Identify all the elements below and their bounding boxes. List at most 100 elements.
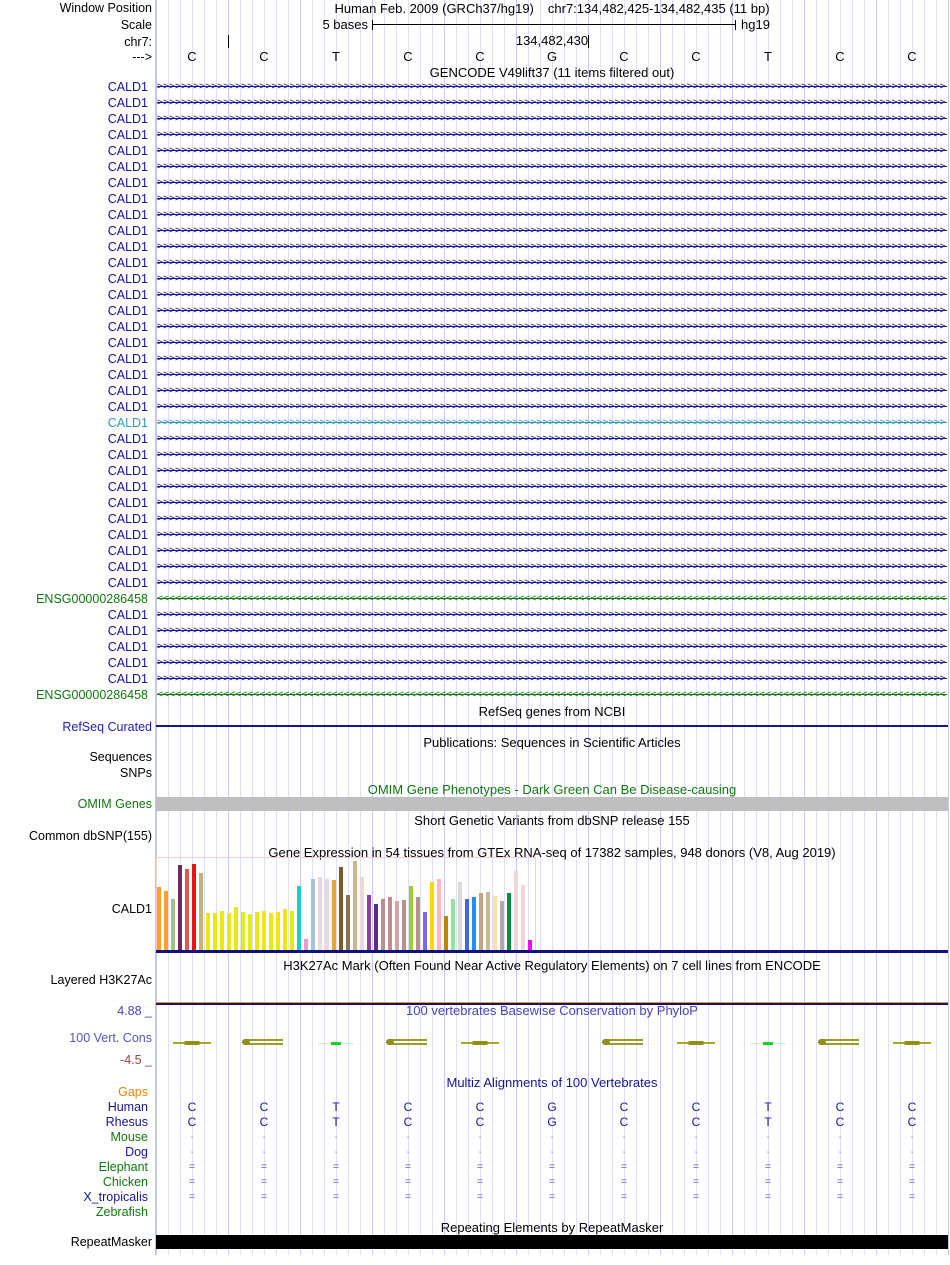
gene-strand-arrows[interactable]: >>>>>>>>>>>>>>>>>>>>>>>>>>>>>>>>>>>>>>>>… <box>157 623 947 639</box>
gene-strand-arrows[interactable]: >>>>>>>>>>>>>>>>>>>>>>>>>>>>>>>>>>>>>>>>… <box>157 415 947 431</box>
gene-strand-arrows[interactable]: >>>>>>>>>>>>>>>>>>>>>>>>>>>>>>>>>>>>>>>>… <box>157 463 947 479</box>
gene-strand-arrows[interactable]: >>>>>>>>>>>>>>>>>>>>>>>>>>>>>>>>>>>>>>>>… <box>157 207 947 223</box>
gene-strand-arrows[interactable]: >>>>>>>>>>>>>>>>>>>>>>>>>>>>>>>>>>>>>>>>… <box>157 399 947 415</box>
gene-row[interactable]: CALD1 >>>>>>>>>>>>>>>>>>>>>>>>>>>>>>>>>>>… <box>0 95 950 111</box>
gtex-tissue-bar[interactable] <box>325 879 329 950</box>
gene-row[interactable]: CALD1 >>>>>>>>>>>>>>>>>>>>>>>>>>>>>>>>>>>… <box>0 511 950 527</box>
gtex-tissue-bar[interactable] <box>423 912 427 950</box>
gene-row[interactable]: CALD1 >>>>>>>>>>>>>>>>>>>>>>>>>>>>>>>>>>>… <box>0 543 950 559</box>
gene-strand-arrows[interactable]: >>>>>>>>>>>>>>>>>>>>>>>>>>>>>>>>>>>>>>>>… <box>157 335 947 351</box>
gtex-tissue-bar[interactable] <box>360 877 364 950</box>
gtex-tissue-bar[interactable] <box>206 913 210 950</box>
gtex-tissue-bar[interactable] <box>255 912 259 950</box>
gene-row[interactable]: CALD1 >>>>>>>>>>>>>>>>>>>>>>>>>>>>>>>>>>>… <box>0 351 950 367</box>
gene-strand-arrows[interactable]: >>>>>>>>>>>>>>>>>>>>>>>>>>>>>>>>>>>>>>>>… <box>157 175 947 191</box>
gene-strand-arrows[interactable]: <<<<<<<<<<<<<<<<<<<<<<<<<<<<<<<<<<<<<<<<… <box>157 591 947 607</box>
multiz-row-x_tropicalis[interactable]: X_tropicalis = = = = = = = = = = = <box>0 1190 950 1205</box>
gtex-tissue-bar[interactable] <box>248 914 252 950</box>
gtex-tissue-bar[interactable] <box>332 880 336 950</box>
gene-strand-arrows[interactable]: >>>>>>>>>>>>>>>>>>>>>>>>>>>>>>>>>>>>>>>>… <box>157 239 947 255</box>
gtex-plot-area[interactable] <box>156 857 536 950</box>
gtex-tissue-bar[interactable] <box>346 895 350 950</box>
gtex-tissue-bar[interactable] <box>381 899 385 950</box>
gene-row[interactable]: CALD1 >>>>>>>>>>>>>>>>>>>>>>>>>>>>>>>>>>>… <box>0 287 950 303</box>
gene-row[interactable]: CALD1 >>>>>>>>>>>>>>>>>>>>>>>>>>>>>>>>>>>… <box>0 271 950 287</box>
gene-row[interactable]: CALD1 >>>>>>>>>>>>>>>>>>>>>>>>>>>>>>>>>>>… <box>0 463 950 479</box>
refseq-curated-track[interactable] <box>156 725 948 727</box>
multiz-row-chicken[interactable]: Chicken = = = = = = = = = = = <box>0 1175 950 1190</box>
gene-row[interactable]: CALD1 >>>>>>>>>>>>>>>>>>>>>>>>>>>>>>>>>>>… <box>0 559 950 575</box>
gtex-tissue-bar[interactable] <box>458 882 462 950</box>
gene-strand-arrows[interactable]: >>>>>>>>>>>>>>>>>>>>>>>>>>>>>>>>>>>>>>>>… <box>157 639 947 655</box>
gene-row[interactable]: CALD1 >>>>>>>>>>>>>>>>>>>>>>>>>>>>>>>>>>>… <box>0 367 950 383</box>
gene-row[interactable]: CALD1 >>>>>>>>>>>>>>>>>>>>>>>>>>>>>>>>>>>… <box>0 383 950 399</box>
gtex-tissue-bar[interactable] <box>437 879 441 950</box>
gene-row[interactable]: CALD1 >>>>>>>>>>>>>>>>>>>>>>>>>>>>>>>>>>>… <box>0 671 950 687</box>
gtex-tissue-bar[interactable] <box>234 907 238 950</box>
omim-genes-track[interactable] <box>156 797 948 811</box>
gtex-tissue-bar[interactable] <box>297 886 301 950</box>
gene-strand-arrows[interactable]: >>>>>>>>>>>>>>>>>>>>>>>>>>>>>>>>>>>>>>>>… <box>157 287 947 303</box>
gene-strand-arrows[interactable]: >>>>>>>>>>>>>>>>>>>>>>>>>>>>>>>>>>>>>>>>… <box>157 255 947 271</box>
gtex-tissue-bar[interactable] <box>353 861 357 950</box>
gtex-tissue-bar[interactable] <box>192 864 196 950</box>
gtex-tissue-bar[interactable] <box>493 896 497 950</box>
gene-strand-arrows[interactable]: >>>>>>>>>>>>>>>>>>>>>>>>>>>>>>>>>>>>>>>>… <box>157 479 947 495</box>
gtex-tissue-bar[interactable] <box>521 885 525 950</box>
gene-row[interactable]: CALD1 >>>>>>>>>>>>>>>>>>>>>>>>>>>>>>>>>>>… <box>0 335 950 351</box>
multiz-row-elephant[interactable]: Elephant = = = = = = = = = = = <box>0 1160 950 1175</box>
gtex-tissue-bar[interactable] <box>528 940 532 950</box>
gene-strand-arrows[interactable]: >>>>>>>>>>>>>>>>>>>>>>>>>>>>>>>>>>>>>>>>… <box>157 671 947 687</box>
gtex-tissue-bar[interactable] <box>367 895 371 950</box>
gene-strand-arrows[interactable]: >>>>>>>>>>>>>>>>>>>>>>>>>>>>>>>>>>>>>>>>… <box>157 143 947 159</box>
gene-strand-arrows[interactable]: >>>>>>>>>>>>>>>>>>>>>>>>>>>>>>>>>>>>>>>>… <box>157 303 947 319</box>
gene-row[interactable]: CALD1 >>>>>>>>>>>>>>>>>>>>>>>>>>>>>>>>>>>… <box>0 79 950 95</box>
gtex-tissue-bar[interactable] <box>388 897 392 950</box>
gene-strand-arrows[interactable]: >>>>>>>>>>>>>>>>>>>>>>>>>>>>>>>>>>>>>>>>… <box>157 367 947 383</box>
gene-row[interactable]: CALD1 >>>>>>>>>>>>>>>>>>>>>>>>>>>>>>>>>>>… <box>0 607 950 623</box>
gene-strand-arrows[interactable]: >>>>>>>>>>>>>>>>>>>>>>>>>>>>>>>>>>>>>>>>… <box>157 431 947 447</box>
gene-row[interactable]: CALD1 >>>>>>>>>>>>>>>>>>>>>>>>>>>>>>>>>>>… <box>0 143 950 159</box>
gtex-tissue-bar[interactable] <box>213 913 217 950</box>
gene-strand-arrows[interactable]: >>>>>>>>>>>>>>>>>>>>>>>>>>>>>>>>>>>>>>>>… <box>157 223 947 239</box>
multiz-row-human[interactable]: Human C C T C C G C C T C C <box>0 1100 950 1115</box>
gene-row[interactable]: CALD1 >>>>>>>>>>>>>>>>>>>>>>>>>>>>>>>>>>>… <box>0 575 950 591</box>
gene-strand-arrows[interactable]: >>>>>>>>>>>>>>>>>>>>>>>>>>>>>>>>>>>>>>>>… <box>157 655 947 671</box>
gene-strand-arrows[interactable]: >>>>>>>>>>>>>>>>>>>>>>>>>>>>>>>>>>>>>>>>… <box>157 127 947 143</box>
gene-strand-arrows[interactable]: >>>>>>>>>>>>>>>>>>>>>>>>>>>>>>>>>>>>>>>>… <box>157 511 947 527</box>
gtex-tissue-bar[interactable] <box>486 892 490 950</box>
gtex-tissue-bar[interactable] <box>451 899 455 950</box>
gtex-tissue-bar[interactable] <box>395 901 399 950</box>
gene-strand-arrows[interactable]: >>>>>>>>>>>>>>>>>>>>>>>>>>>>>>>>>>>>>>>>… <box>157 159 947 175</box>
gene-row[interactable]: CALD1 >>>>>>>>>>>>>>>>>>>>>>>>>>>>>>>>>>>… <box>0 207 950 223</box>
gtex-tissue-bar[interactable] <box>185 869 189 950</box>
gtex-tissue-bar[interactable] <box>220 911 224 950</box>
gene-row[interactable]: CALD1 >>>>>>>>>>>>>>>>>>>>>>>>>>>>>>>>>>>… <box>0 111 950 127</box>
gene-row[interactable]: CALD1 >>>>>>>>>>>>>>>>>>>>>>>>>>>>>>>>>>>… <box>0 191 950 207</box>
multiz-row-mouse[interactable]: Mouse - - - - - - - - - - - <box>0 1130 950 1145</box>
multiz-row-rhesus[interactable]: Rhesus C C T C C G C C T C C <box>0 1115 950 1130</box>
gene-row[interactable]: CALD1 >>>>>>>>>>>>>>>>>>>>>>>>>>>>>>>>>>>… <box>0 527 950 543</box>
gene-row[interactable]: CALD1 >>>>>>>>>>>>>>>>>>>>>>>>>>>>>>>>>>>… <box>0 431 950 447</box>
gene-row[interactable]: CALD1 >>>>>>>>>>>>>>>>>>>>>>>>>>>>>>>>>>>… <box>0 495 950 511</box>
gtex-tissue-bar[interactable] <box>269 913 273 950</box>
gtex-tissue-bar[interactable] <box>416 897 420 950</box>
gene-strand-arrows[interactable]: >>>>>>>>>>>>>>>>>>>>>>>>>>>>>>>>>>>>>>>>… <box>157 319 947 335</box>
multiz-row-zebrafish[interactable]: Zebrafish <box>0 1205 950 1220</box>
gene-row[interactable]: CALD1 >>>>>>>>>>>>>>>>>>>>>>>>>>>>>>>>>>>… <box>0 159 950 175</box>
gene-row[interactable]: CALD1 >>>>>>>>>>>>>>>>>>>>>>>>>>>>>>>>>>>… <box>0 639 950 655</box>
gtex-tissue-bar[interactable] <box>479 893 483 950</box>
gtex-tissue-bar[interactable] <box>472 897 476 950</box>
gene-row[interactable]: CALD1 >>>>>>>>>>>>>>>>>>>>>>>>>>>>>>>>>>>… <box>0 655 950 671</box>
gene-row[interactable]: CALD1 >>>>>>>>>>>>>>>>>>>>>>>>>>>>>>>>>>>… <box>0 319 950 335</box>
gtex-tissue-bar[interactable] <box>374 904 378 950</box>
multiz-row-gaps[interactable]: Gaps <box>0 1085 950 1100</box>
gtex-tissue-bar[interactable] <box>444 916 448 950</box>
gene-strand-arrows[interactable]: >>>>>>>>>>>>>>>>>>>>>>>>>>>>>>>>>>>>>>>>… <box>157 95 947 111</box>
gene-row[interactable]: CALD1 >>>>>>>>>>>>>>>>>>>>>>>>>>>>>>>>>>>… <box>0 479 950 495</box>
gtex-tissue-bar[interactable] <box>199 873 203 950</box>
gtex-tissue-bar[interactable] <box>304 939 308 950</box>
gene-row[interactable]: CALD1 >>>>>>>>>>>>>>>>>>>>>>>>>>>>>>>>>>>… <box>0 223 950 239</box>
gene-row[interactable]: ENSG00000286458 <<<<<<<<<<<<<<<<<<<<<<<<<… <box>0 591 950 607</box>
